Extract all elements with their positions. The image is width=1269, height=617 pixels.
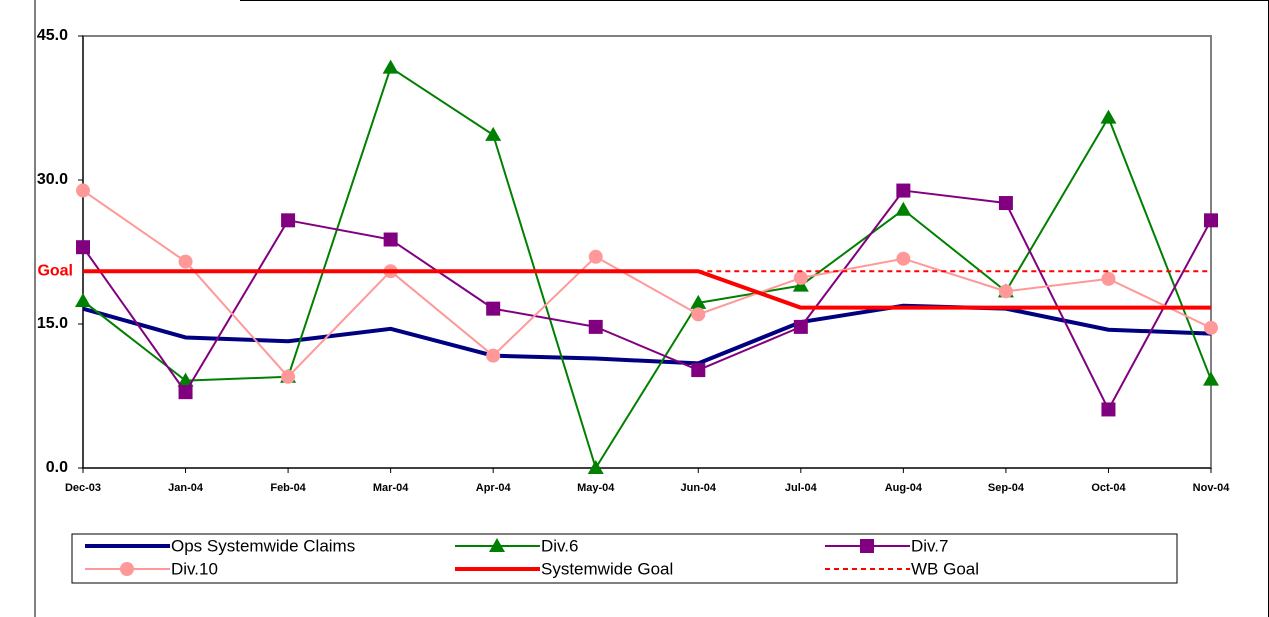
data-point	[588, 319, 603, 334]
data-point	[690, 294, 707, 309]
series-line	[82, 189, 1212, 378]
x-tick-label: Aug-04	[885, 482, 923, 494]
series-line	[82, 189, 1212, 411]
data-point	[178, 254, 193, 269]
plot-area	[82, 35, 1212, 469]
data-point	[998, 196, 1013, 211]
data-point	[1101, 271, 1116, 286]
y-tick-label: 45.0	[37, 27, 68, 44]
legend-label: WB Goal	[911, 559, 979, 578]
data-point	[691, 307, 706, 322]
legend	[71, 533, 1178, 584]
data-point	[281, 369, 296, 384]
legend-marker	[489, 538, 505, 552]
x-tick-label: Sep-04	[988, 482, 1025, 494]
data-point	[486, 348, 501, 363]
data-point	[485, 126, 502, 141]
data-point	[76, 240, 90, 255]
x-tick-label: Apr-04	[476, 482, 512, 494]
data-point	[1203, 371, 1219, 386]
data-point	[895, 201, 912, 216]
data-point	[691, 363, 706, 378]
data-point	[587, 460, 604, 474]
data-point	[793, 270, 808, 285]
x-tick-label: Jan-04	[168, 482, 204, 494]
data-point	[1204, 213, 1218, 228]
legend-label: Systemwide Goal	[541, 559, 673, 578]
legend-label: Div.6	[541, 536, 578, 555]
data-point	[1100, 109, 1117, 124]
goal-annotation: Goal	[37, 262, 73, 279]
data-point	[486, 301, 501, 316]
data-point	[75, 292, 91, 307]
data-point	[1101, 402, 1116, 417]
x-tick-label: May-04	[577, 482, 615, 494]
y-tick-label: 0.0	[46, 459, 68, 476]
x-tick-label: Jul-04	[785, 482, 818, 494]
legend-marker	[120, 562, 134, 576]
series-line	[83, 269, 1211, 310]
data-point	[793, 319, 808, 334]
data-point	[178, 385, 193, 400]
x-tick-label: Oct-04	[1091, 482, 1126, 494]
y-tick-label: 30.0	[37, 171, 68, 188]
data-point	[896, 251, 911, 266]
data-point	[588, 249, 603, 264]
x-tick-label: Dec-03	[65, 482, 101, 494]
x-tick-label: Nov-04	[1193, 482, 1231, 494]
series-line	[82, 66, 1212, 469]
legend-marker	[860, 539, 874, 553]
legend-label: Div.10	[171, 559, 218, 578]
data-point	[998, 284, 1013, 299]
legend-label: Div.7	[911, 536, 948, 555]
x-tick-label: Jun-04	[681, 482, 717, 494]
legend-label: Ops Systemwide Claims	[171, 536, 355, 555]
data-point	[896, 183, 911, 198]
x-tick-label: Mar-04	[373, 482, 409, 494]
x-tick-label: Feb-04	[270, 482, 306, 494]
data-point	[177, 372, 194, 387]
data-point	[76, 183, 90, 198]
data-point	[382, 59, 399, 74]
data-point	[383, 232, 398, 247]
y-tick-label: 15.0	[37, 315, 68, 332]
data-point	[281, 213, 296, 228]
series-line	[82, 303, 1212, 366]
data-point	[1204, 320, 1218, 335]
